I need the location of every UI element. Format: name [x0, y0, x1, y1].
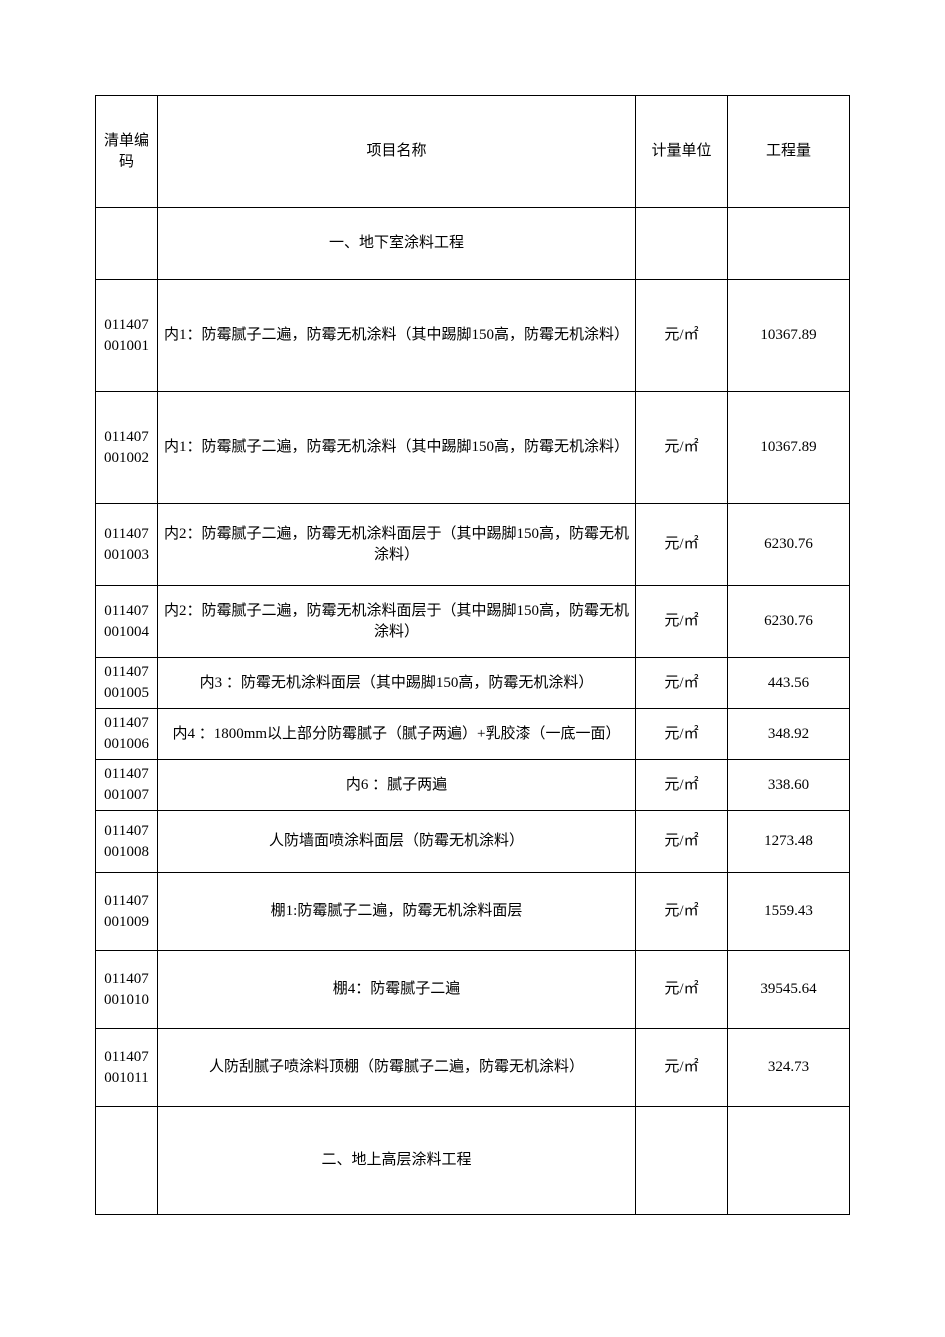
cell-qty: 1559.43	[728, 873, 850, 951]
section-unit	[636, 1107, 728, 1215]
cell-name: 内2：防霉腻子二遍，防霉无机涂料面层于（其中踢脚150高，防霉无机涂料）	[158, 504, 636, 586]
cell-unit: 元/㎡	[636, 873, 728, 951]
cell-qty: 6230.76	[728, 504, 850, 586]
cell-name: 内3 ：防霉无机涂料面层（其中踢脚150高，防霉无机涂料）	[158, 658, 636, 709]
cell-unit: 元/㎡	[636, 586, 728, 658]
cell-name: 内4 ：1800mm以上部分防霉腻子（腻子两遍）+乳胶漆（一底一面）	[158, 709, 636, 760]
cell-code: 011407001009	[96, 873, 158, 951]
table-row: 011407001009 棚1:防霉腻子二遍，防霉无机涂料面层 元/㎡ 1559…	[96, 873, 850, 951]
cell-name: 内6 ：腻子两遍	[158, 760, 636, 811]
header-unit: 计量单位	[636, 96, 728, 208]
section-code	[96, 1107, 158, 1215]
section-title: 一、地下室涂料工程	[158, 208, 636, 280]
table-row: 011407001010 棚4：防霉腻子二遍 元/㎡ 39545.64	[96, 951, 850, 1029]
cell-name: 人防刮腻子喷涂料顶棚（防霉腻子二遍，防霉无机涂料）	[158, 1029, 636, 1107]
cell-qty: 443.56	[728, 658, 850, 709]
cell-unit: 元/㎡	[636, 951, 728, 1029]
cell-unit: 元/㎡	[636, 504, 728, 586]
cell-code: 011407001006	[96, 709, 158, 760]
cell-code: 011407001011	[96, 1029, 158, 1107]
cell-name: 内1：防霉腻子二遍，防霉无机涂料（其中踢脚150高，防霉无机涂料）	[158, 280, 636, 392]
header-qty: 工程量	[728, 96, 850, 208]
cell-name: 人防墙面喷涂料面层（防霉无机涂料）	[158, 811, 636, 873]
cell-qty: 1273.48	[728, 811, 850, 873]
cell-unit: 元/㎡	[636, 760, 728, 811]
section-row: 一、地下室涂料工程	[96, 208, 850, 280]
cell-qty: 39545.64	[728, 951, 850, 1029]
cell-unit: 元/㎡	[636, 280, 728, 392]
header-name: 项目名称	[158, 96, 636, 208]
header-code: 清单编码	[96, 96, 158, 208]
cell-unit: 元/㎡	[636, 392, 728, 504]
table-row: 011407001008 人防墙面喷涂料面层（防霉无机涂料） 元/㎡ 1273.…	[96, 811, 850, 873]
table-row: 011407001006 内4 ：1800mm以上部分防霉腻子（腻子两遍）+乳胶…	[96, 709, 850, 760]
cell-unit: 元/㎡	[636, 709, 728, 760]
cell-name: 内2：防霉腻子二遍，防霉无机涂料面层于（其中踢脚150高，防霉无机涂料）	[158, 586, 636, 658]
cell-code: 011407001002	[96, 392, 158, 504]
cell-qty: 10367.89	[728, 392, 850, 504]
cell-unit: 元/㎡	[636, 1029, 728, 1107]
header-row: 清单编码 项目名称 计量单位 工程量	[96, 96, 850, 208]
section-qty	[728, 208, 850, 280]
cell-code: 011407001007	[96, 760, 158, 811]
cell-qty: 10367.89	[728, 280, 850, 392]
cell-code: 011407001004	[96, 586, 158, 658]
table-row: 011407001004 内2：防霉腻子二遍，防霉无机涂料面层于（其中踢脚150…	[96, 586, 850, 658]
cell-qty: 324.73	[728, 1029, 850, 1107]
section-title: 二、地上高层涂料工程	[158, 1107, 636, 1215]
cell-code: 011407001008	[96, 811, 158, 873]
cell-name: 棚4：防霉腻子二遍	[158, 951, 636, 1029]
section-unit	[636, 208, 728, 280]
table-row: 011407001001 内1：防霉腻子二遍，防霉无机涂料（其中踢脚150高，防…	[96, 280, 850, 392]
cell-code: 011407001003	[96, 504, 158, 586]
table-row: 011407001005 内3 ：防霉无机涂料面层（其中踢脚150高，防霉无机涂…	[96, 658, 850, 709]
cell-code: 011407001005	[96, 658, 158, 709]
cell-qty: 6230.76	[728, 586, 850, 658]
section-qty	[728, 1107, 850, 1215]
bill-table: 清单编码 项目名称 计量单位 工程量 一、地下室涂料工程 01140700100…	[95, 95, 850, 1215]
table-row: 011407001002 内1：防霉腻子二遍，防霉无机涂料（其中踢脚150高，防…	[96, 392, 850, 504]
cell-name: 内1：防霉腻子二遍，防霉无机涂料（其中踢脚150高，防霉无机涂料）	[158, 392, 636, 504]
cell-unit: 元/㎡	[636, 658, 728, 709]
cell-code: 011407001001	[96, 280, 158, 392]
cell-qty: 348.92	[728, 709, 850, 760]
table-row: 011407001007 内6 ：腻子两遍 元/㎡ 338.60	[96, 760, 850, 811]
cell-code: 011407001010	[96, 951, 158, 1029]
section-code	[96, 208, 158, 280]
table-row: 011407001011 人防刮腻子喷涂料顶棚（防霉腻子二遍，防霉无机涂料） 元…	[96, 1029, 850, 1107]
table-row: 011407001003 内2：防霉腻子二遍，防霉无机涂料面层于（其中踢脚150…	[96, 504, 850, 586]
cell-name: 棚1:防霉腻子二遍，防霉无机涂料面层	[158, 873, 636, 951]
section-row: 二、地上高层涂料工程	[96, 1107, 850, 1215]
cell-unit: 元/㎡	[636, 811, 728, 873]
cell-qty: 338.60	[728, 760, 850, 811]
